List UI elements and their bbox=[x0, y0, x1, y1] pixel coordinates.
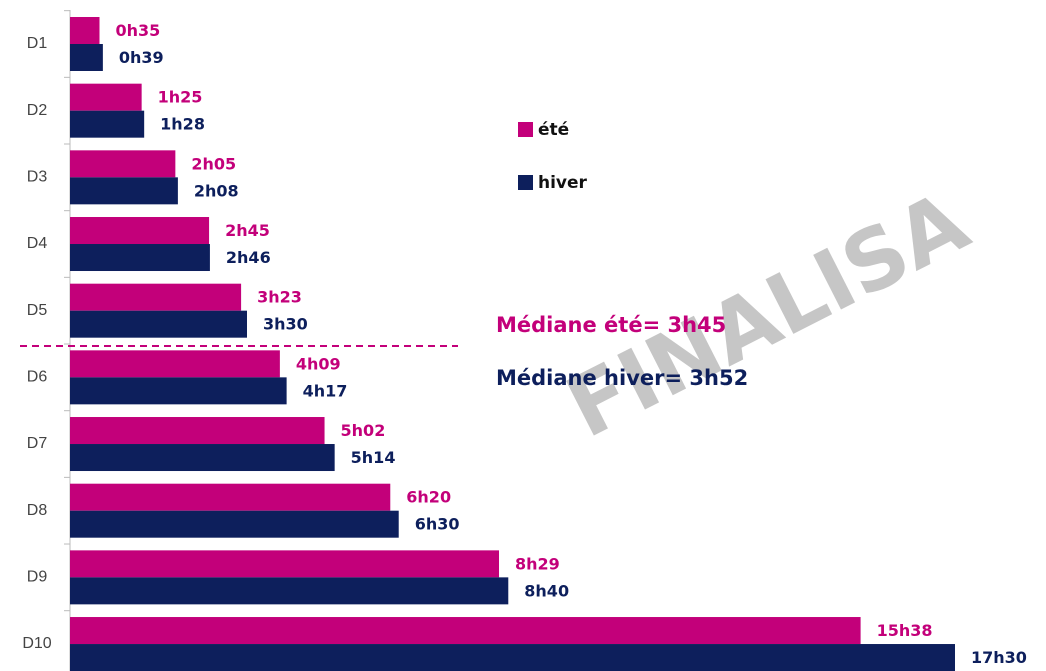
value-label: 15h38 bbox=[877, 621, 933, 640]
bar bbox=[70, 177, 178, 205]
value-label: 2h46 bbox=[226, 248, 271, 267]
value-label: 1h25 bbox=[158, 88, 203, 107]
bar bbox=[70, 44, 103, 71]
category-label: D8 bbox=[27, 502, 48, 519]
annotation: Médiane été= 3h45 bbox=[496, 313, 726, 337]
bar bbox=[70, 217, 210, 245]
bar bbox=[70, 617, 861, 645]
value-label: 5h02 bbox=[341, 421, 386, 440]
value-label: 6h30 bbox=[415, 515, 460, 534]
legend-label: été bbox=[538, 120, 569, 140]
value-label: 4h17 bbox=[303, 381, 348, 400]
value-label: 3h23 bbox=[257, 288, 302, 307]
bar bbox=[70, 577, 509, 605]
bar bbox=[70, 150, 176, 178]
value-label: 6h20 bbox=[406, 488, 451, 507]
bar bbox=[70, 17, 100, 44]
bar bbox=[70, 244, 210, 272]
category-label: D7 bbox=[27, 435, 48, 452]
category-label: D9 bbox=[27, 569, 48, 586]
category-label: D6 bbox=[27, 369, 48, 386]
value-label: 3h30 bbox=[263, 315, 308, 334]
legend-label: hiver bbox=[538, 173, 588, 193]
bar bbox=[70, 350, 280, 378]
legend-swatch bbox=[518, 122, 533, 137]
category-label: D3 bbox=[27, 169, 48, 186]
category-label: D10 bbox=[22, 635, 51, 652]
bar bbox=[70, 377, 287, 405]
annotation: Médiane hiver= 3h52 bbox=[496, 366, 748, 390]
bar bbox=[70, 417, 325, 445]
value-label: 2h08 bbox=[194, 181, 239, 200]
bar bbox=[70, 444, 335, 472]
value-label: 2h05 bbox=[191, 154, 236, 173]
value-label: 5h14 bbox=[351, 448, 396, 467]
category-label: D5 bbox=[27, 302, 48, 319]
value-label: 0h39 bbox=[119, 48, 164, 67]
legend-swatch bbox=[518, 175, 533, 190]
bar bbox=[70, 550, 500, 578]
value-label: 1h28 bbox=[160, 115, 205, 134]
bar bbox=[70, 510, 399, 538]
value-label: 17h30 bbox=[971, 648, 1027, 667]
value-label: 2h45 bbox=[225, 221, 270, 240]
bar bbox=[70, 83, 142, 111]
value-label: 0h35 bbox=[116, 21, 161, 40]
bar bbox=[70, 483, 391, 511]
category-label: D4 bbox=[27, 235, 48, 252]
bar bbox=[70, 110, 145, 138]
value-label: 8h29 bbox=[515, 554, 560, 573]
category-label: D1 bbox=[27, 35, 48, 52]
value-label: 8h40 bbox=[524, 581, 569, 600]
bar bbox=[70, 310, 247, 338]
category-label: D2 bbox=[27, 102, 48, 119]
bar bbox=[70, 644, 955, 671]
value-label: 4h09 bbox=[296, 354, 341, 373]
bar bbox=[70, 283, 242, 311]
